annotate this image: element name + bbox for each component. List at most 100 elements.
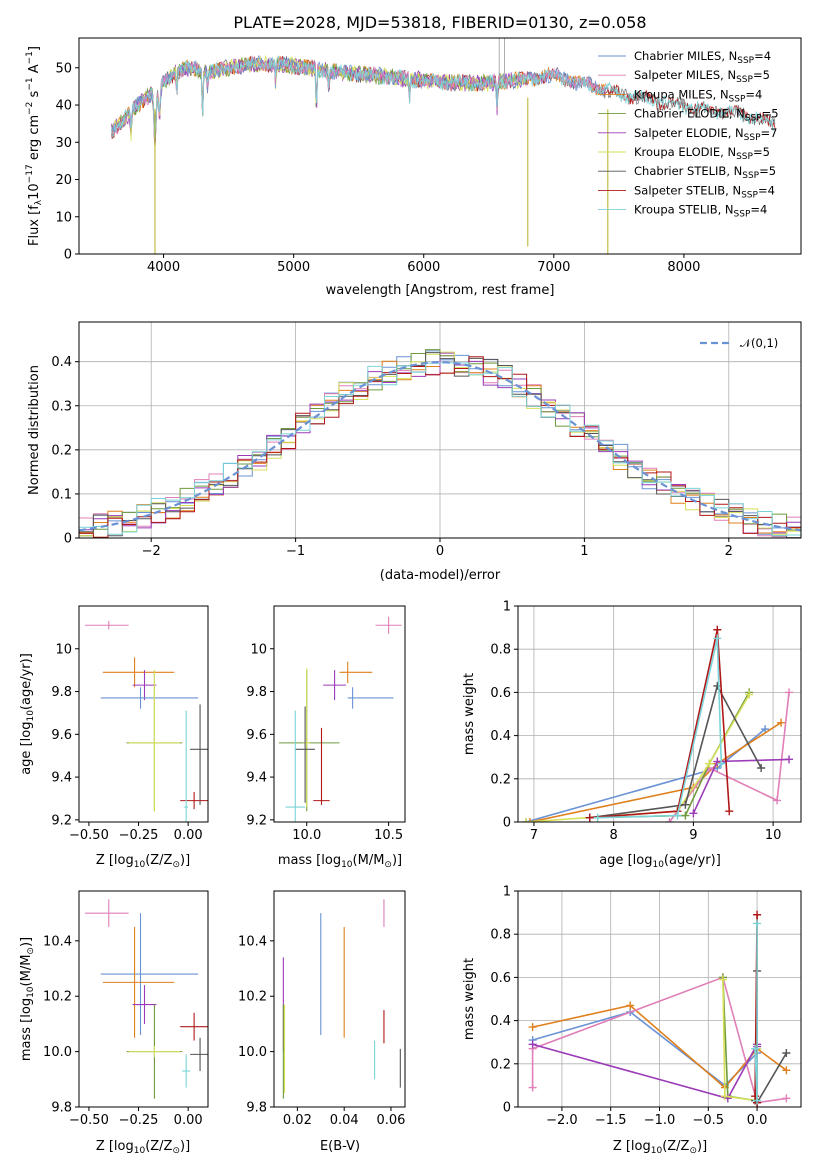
legend-entry-part: SSP <box>736 152 753 162</box>
legend-entry: Salpeter ELODIE, NSSP=7 <box>634 126 777 143</box>
legend-entry-part: SSP <box>744 133 761 143</box>
y-tick-label: 10.2 <box>43 990 72 1005</box>
series-marker <box>585 813 594 822</box>
series-marker <box>751 1044 760 1053</box>
error-point-chabrier-elodie <box>278 670 340 812</box>
series-marker <box>753 910 762 919</box>
series-marker <box>725 807 734 816</box>
legend-entry-part: =4 <box>754 49 771 63</box>
x-tick-label: −0.50 <box>69 1113 109 1128</box>
error-point-salpeter-elodie <box>323 670 347 701</box>
xlabel-text-part: (M/M <box>353 853 385 868</box>
y-tick-label: 10 <box>55 210 72 225</box>
error-point-kroupa-stelib <box>184 710 189 822</box>
y-tick-label: 10.0 <box>43 1045 72 1060</box>
y-tick-label: 0.2 <box>51 443 72 458</box>
xlabel-text: Z [log10(Z/Z⊙)] <box>613 1139 707 1156</box>
x-axis-label-part: (age/yr)] <box>664 853 721 868</box>
series-kroupa-stelib <box>751 919 762 1105</box>
massweight-vs-Z-panel: −2.0 −1.5 −1.0 −0.5 0.0 0 0.2 0.4 0.6 0.8 1 mass we… <box>462 885 802 1156</box>
mass-vs-ebv-panel: 0.02 0.04 0.06 9.8 10.0 10.2 10.4 E(B-V) <box>238 890 406 1154</box>
series-marker <box>753 1096 762 1105</box>
y-tick-label: 9.6 <box>51 728 72 743</box>
error-point-chabrier-miles <box>347 687 394 709</box>
y-tick-label: 0 <box>64 532 72 547</box>
error-point-chabrier-miles <box>100 687 199 709</box>
age-vs-mass-frame <box>273 605 406 823</box>
series-marker <box>689 809 698 818</box>
x-tick-label: −2.0 <box>546 1113 578 1128</box>
y-axis-label: mass weight <box>462 958 477 1040</box>
x-tick-label: 2 <box>725 544 733 559</box>
y-tick-label: 9.4 <box>246 771 267 786</box>
x-tick-label: 0.04 <box>330 1113 359 1128</box>
series-marker <box>681 811 690 820</box>
error-point-salpeter-miles <box>84 620 129 630</box>
series-line <box>525 694 750 822</box>
y-tick-label: 0.4 <box>51 355 72 370</box>
series-marker <box>751 1092 760 1101</box>
x-axis-label-part: age [log <box>599 853 652 868</box>
legend-entry: Chabrier STELIB, NSSP=5 <box>634 164 776 181</box>
y-axis-label: mass [log10(M/M⊙)] <box>19 937 36 1061</box>
legend-entry-part: Chabrier ELODIE, N <box>634 107 745 121</box>
y-tick-label: 9.8 <box>51 1101 72 1116</box>
legend-entry-part: Salpeter MILES, N <box>634 68 736 82</box>
x-tick-label: −0.25 <box>119 1113 159 1128</box>
series-marker <box>717 759 726 768</box>
y-axis-label-part: A <box>27 64 42 77</box>
y-tick-label: 9.2 <box>246 813 267 828</box>
y-tick-label: 30 <box>55 136 72 151</box>
xlabel-text-part: Z [log <box>96 1139 134 1154</box>
y-tick-label: 1 <box>503 885 511 900</box>
legend-entry-part: =5 <box>762 107 779 121</box>
x-axis-label-part: 10 <box>652 860 664 870</box>
y-tick-label: 10.0 <box>238 1045 267 1060</box>
y-tick-label: 0.6 <box>490 971 511 986</box>
y-axis-label-part: ] <box>27 46 42 51</box>
legend-entry: Chabrier MILES, NSSP=4 <box>634 49 771 66</box>
series-line <box>589 629 731 819</box>
xlabel-text-part: 10 <box>134 1146 146 1156</box>
series-kroupa-elodie <box>521 690 754 822</box>
y-tick-label: 9.2 <box>51 813 72 828</box>
mass-vs-ebv-plot-area <box>282 899 401 1099</box>
series-marker <box>626 1001 635 1010</box>
legend-entry: Salpeter MILES, NSSP=5 <box>634 68 770 85</box>
age-vs-Z-frame <box>78 605 209 823</box>
xlabel-text-part: ⊙ <box>172 860 180 870</box>
legend-entry-part: Kroupa ELODIE, N <box>634 145 736 159</box>
y-tick-label: 9.8 <box>51 685 72 700</box>
y-tick-label: 0.2 <box>490 772 511 787</box>
series-kroupa-miles <box>525 718 786 822</box>
error-point-salpeter-elodie <box>132 985 157 1024</box>
y-tick-label: 0.2 <box>490 1057 511 1072</box>
spectrum-panel: 4000 5000 6000 7000 8000 0 10 20 30 40 50 wavelengt… <box>25 37 802 298</box>
x-tick-label: 8 <box>610 828 618 843</box>
y-tick-label: 0 <box>503 816 511 831</box>
x-tick-label: −2 <box>142 544 161 559</box>
series-marker <box>782 1094 791 1103</box>
legend-entry-part: =7 <box>761 126 778 140</box>
legend-entry-part: =4 <box>758 183 775 197</box>
legend-entry-part: =5 <box>753 68 770 82</box>
x-axis-label: (data-model)/error <box>380 568 501 583</box>
legend-entry: Kroupa ELODIE, NSSP=5 <box>634 145 770 162</box>
y-axis-label: Normed distribution <box>27 365 42 495</box>
xlabel-text-part: )] <box>180 1139 190 1154</box>
error-point-kroupa-miles <box>102 657 175 688</box>
error-point-salpeter-stelib <box>313 727 330 805</box>
legend-entry: Kroupa STELIB, NSSP=4 <box>634 203 767 220</box>
series-marker <box>753 919 762 928</box>
y-tick-label: 10 <box>55 642 72 657</box>
mass-vs-Z-panel: −0.50 −0.25 0.009.810.010.210.4Z [log10(Z/… <box>19 890 209 1156</box>
series-marker <box>713 625 722 634</box>
series-line <box>668 692 790 822</box>
legend-entry: 𝒩(0,1) <box>740 336 778 350</box>
y-tick-label: 0 <box>503 1101 511 1116</box>
error-point-kroupa-stelib <box>182 1054 191 1088</box>
y-axis-label-part: erg cm <box>27 115 42 164</box>
y-tick-label: 10.2 <box>238 990 267 1005</box>
